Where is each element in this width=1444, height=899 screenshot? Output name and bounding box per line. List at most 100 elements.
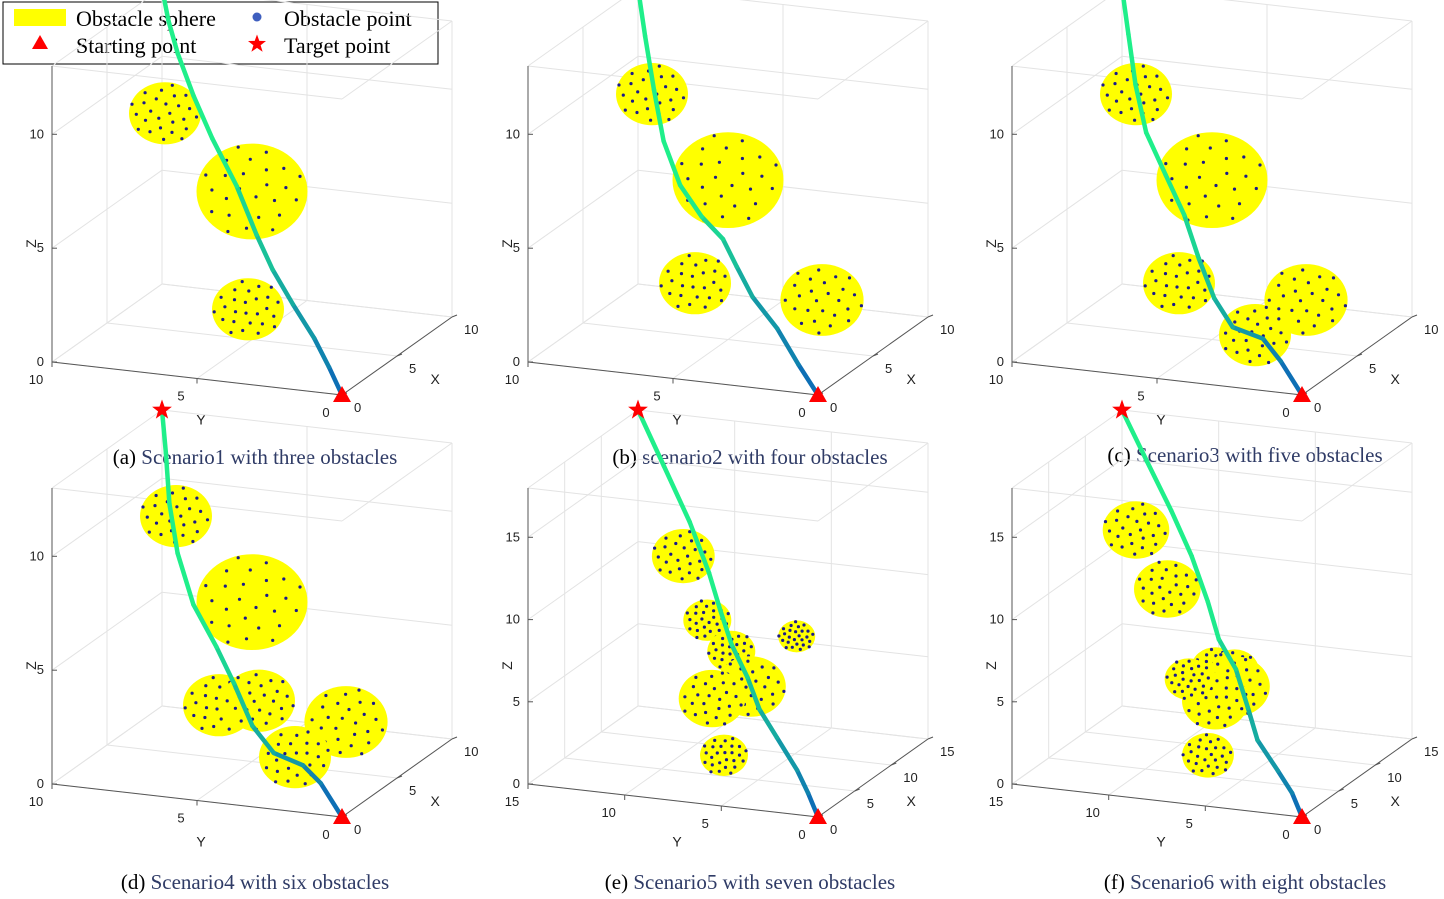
y-tick-label: 0 xyxy=(1282,405,1289,420)
obstacle-point xyxy=(1215,695,1219,699)
grid-line xyxy=(1121,55,1413,90)
z-tick-label: 0 xyxy=(997,776,1004,791)
obstacle-point xyxy=(847,276,852,280)
path-segment xyxy=(234,183,259,237)
obstacle-point xyxy=(1170,177,1174,181)
obstacle-point xyxy=(1148,85,1152,89)
obstacle-point xyxy=(1267,360,1271,365)
obstacle-point xyxy=(737,744,742,749)
obstacle-7 xyxy=(777,620,816,653)
obstacle-point xyxy=(760,174,764,178)
obstacle-point xyxy=(630,99,635,103)
obstacle-point xyxy=(744,685,748,689)
obstacle-point xyxy=(833,313,837,317)
obstacle-2 xyxy=(1156,132,1268,229)
obstacle-point xyxy=(852,293,857,297)
obstacle-point xyxy=(248,321,252,325)
obstacle-point xyxy=(164,102,168,106)
obstacle-point xyxy=(1200,672,1204,676)
obstacle-point xyxy=(777,634,781,638)
obstacle-point xyxy=(688,530,692,534)
obstacle-point xyxy=(1306,281,1310,285)
obstacle-point xyxy=(264,168,268,172)
obstacle-point xyxy=(712,687,717,691)
x-tick-label: 0 xyxy=(830,822,837,837)
subplot-a: 0 5 10 0 5 10 0 5 10 X Y Z (a) Scenario1 with three … xyxy=(23,0,478,469)
grid-line xyxy=(51,705,163,785)
box-edge xyxy=(51,0,146,67)
obstacle-point xyxy=(710,674,714,679)
obstacle-point xyxy=(1154,542,1158,546)
obstacle-point xyxy=(204,173,208,177)
obstacle-point xyxy=(284,186,288,190)
path-segment xyxy=(1260,336,1283,364)
y-tick-label: 10 xyxy=(505,372,519,387)
obstacle-point xyxy=(714,648,718,652)
obstacle-point xyxy=(241,582,245,586)
y-tick-label: 0 xyxy=(798,405,805,420)
obstacle-point xyxy=(1141,502,1145,506)
obstacle-point xyxy=(289,742,293,746)
obstacle-point xyxy=(710,755,714,760)
obstacle-point xyxy=(1277,317,1281,321)
y-tick-label: 0 xyxy=(1282,827,1289,842)
obstacle-point xyxy=(702,286,707,290)
obstacle-point xyxy=(1169,602,1173,607)
obstacle-point xyxy=(721,636,725,641)
obstacle-point xyxy=(719,299,724,303)
obstacle-point xyxy=(272,198,277,203)
y-tick-label: 10 xyxy=(989,372,1003,387)
obstacle-point xyxy=(1183,162,1187,166)
obstacle-point xyxy=(700,185,705,189)
obstacle-point xyxy=(248,691,252,695)
obstacle-point xyxy=(1182,601,1186,605)
y-axis-label: Y xyxy=(1156,412,1166,428)
path-segment xyxy=(750,294,780,331)
x-axis-label: X xyxy=(907,793,917,809)
obstacle-1 xyxy=(651,529,715,584)
x-tick-label: 10 xyxy=(464,744,478,759)
obstacle-point xyxy=(1203,194,1207,198)
obstacle-point xyxy=(188,507,192,511)
obstacle-point xyxy=(788,628,792,633)
obstacle-point xyxy=(219,717,223,721)
obstacle-point xyxy=(1265,316,1269,320)
obstacle-point xyxy=(731,737,735,741)
grid-line xyxy=(1121,623,1413,658)
obstacle-point xyxy=(781,638,785,643)
obstacle-point xyxy=(157,116,161,120)
planned-path xyxy=(1119,407,1305,820)
obstacle-point xyxy=(1204,215,1209,219)
obstacle-point xyxy=(688,627,692,631)
path-segment xyxy=(191,602,219,650)
obstacle-point xyxy=(1301,331,1305,335)
obstacle-point xyxy=(712,615,716,619)
obstacle-point xyxy=(1256,669,1260,673)
obstacle-sphere xyxy=(616,63,688,126)
subplot-caption: (e) Scenario5 with seven obstacles xyxy=(605,870,895,894)
obstacle-point xyxy=(181,533,185,537)
obstacle-point xyxy=(649,118,653,122)
legend-triangle-icon xyxy=(32,35,48,49)
obstacle-point xyxy=(283,752,287,756)
obstacle-point xyxy=(255,312,259,316)
obstacle-point xyxy=(266,751,270,756)
obstacle-point xyxy=(1173,673,1177,677)
obstacle-point xyxy=(1172,667,1176,671)
obstacle-point xyxy=(1204,659,1208,664)
obstacle-point xyxy=(277,624,282,628)
obstacle-point xyxy=(1174,274,1178,278)
path-segment xyxy=(729,642,750,680)
obstacle-point xyxy=(666,269,670,273)
grid-line xyxy=(637,458,929,493)
obstacle-point xyxy=(1235,350,1239,354)
subplot-caption: (a) Scenario1 with three obstacles xyxy=(113,445,398,469)
grid-line xyxy=(1048,757,1339,792)
obstacle-point xyxy=(1206,764,1210,768)
y-tick-label: 0 xyxy=(322,405,329,420)
x-tick xyxy=(872,353,879,357)
box-edge xyxy=(341,20,453,100)
obstacle-point xyxy=(711,745,715,749)
obstacle-point xyxy=(252,699,256,703)
y-axis-label: Y xyxy=(672,412,682,428)
